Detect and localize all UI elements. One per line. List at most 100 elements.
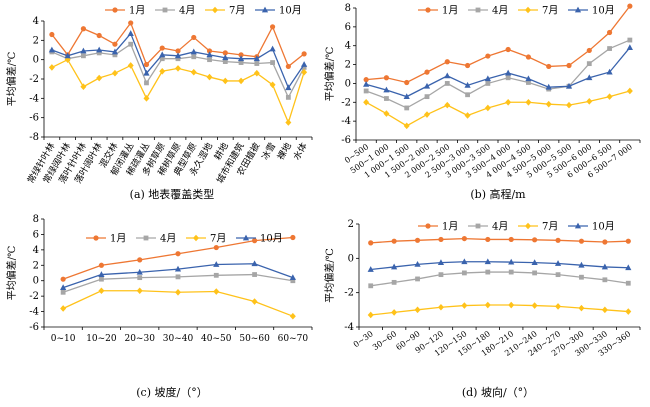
data-point-series-2 bbox=[579, 274, 584, 280]
panel-caption: (d) 坡向/（°） bbox=[462, 385, 534, 399]
data-point-series-2 bbox=[532, 270, 538, 276]
legend-label: 1月 bbox=[110, 233, 126, 245]
data-point-series-3 bbox=[424, 111, 430, 118]
data-point-series-4 bbox=[213, 261, 220, 267]
legend-swatch-marker bbox=[475, 7, 481, 13]
legend: 1月 4月 7月 10月 bbox=[418, 221, 615, 233]
legend-swatch-marker bbox=[574, 6, 582, 13]
data-point-series-1 bbox=[363, 77, 369, 83]
data-point-series-4 bbox=[190, 48, 197, 55]
data-point-series-4 bbox=[423, 82, 431, 89]
x-tick-label: 30~40 bbox=[163, 334, 194, 344]
data-point-series-1 bbox=[96, 32, 102, 39]
data-point-series-1 bbox=[206, 48, 213, 54]
y-tick-label: 0 bbox=[33, 276, 39, 287]
legend-swatch-marker bbox=[425, 223, 431, 229]
y-tick-label: -2 bbox=[29, 74, 39, 85]
data-point-series-4 bbox=[98, 271, 105, 277]
data-point-series-3 bbox=[484, 104, 491, 112]
data-point-series-2 bbox=[461, 270, 467, 276]
data-point-series-2 bbox=[60, 289, 66, 295]
data-point-series-3 bbox=[606, 93, 613, 100]
y-tick-label: 4 bbox=[33, 16, 39, 27]
data-point-series-2 bbox=[415, 276, 420, 282]
legend-label: 7月 bbox=[542, 221, 558, 233]
data-point-series-2 bbox=[222, 59, 228, 64]
y-tick-label: -2 bbox=[344, 288, 354, 299]
legend-swatch-marker bbox=[261, 6, 269, 13]
x-tick-label: 20~30 bbox=[124, 334, 155, 344]
data-point-series-4 bbox=[461, 258, 468, 265]
data-point-series-4 bbox=[48, 46, 55, 53]
data-point-series-2 bbox=[175, 56, 181, 62]
data-point-series-3 bbox=[444, 101, 451, 109]
data-point-series-3 bbox=[213, 288, 220, 295]
data-point-series-4 bbox=[484, 258, 491, 265]
data-point-series-1 bbox=[578, 238, 585, 244]
legend-swatch-marker bbox=[525, 222, 531, 230]
data-point-series-4 bbox=[626, 44, 633, 50]
legend-swatch-marker bbox=[425, 7, 431, 13]
data-point-series-2 bbox=[555, 272, 561, 278]
data-point-series-2 bbox=[270, 60, 275, 65]
data-point-series-3 bbox=[301, 68, 308, 76]
data-point-series-3 bbox=[403, 122, 410, 130]
data-point-series-3 bbox=[175, 288, 181, 296]
data-point-series-1 bbox=[508, 236, 514, 243]
data-point-series-4 bbox=[206, 51, 213, 58]
legend-swatch-marker bbox=[193, 234, 199, 242]
data-point-series-2 bbox=[607, 46, 612, 51]
legend-label: 1月 bbox=[442, 5, 458, 17]
data-point-series-2 bbox=[625, 280, 631, 286]
x-tick-label: 30~60 bbox=[371, 329, 398, 352]
data-point-series-1 bbox=[383, 75, 390, 81]
data-point-series-4 bbox=[565, 82, 573, 89]
data-point-series-1 bbox=[461, 235, 467, 242]
data-point-series-3 bbox=[626, 87, 633, 95]
data-point-series-3 bbox=[545, 100, 552, 108]
legend-swatch-marker bbox=[162, 7, 168, 13]
y-tick-label: 0 bbox=[348, 253, 354, 264]
data-point-series-3 bbox=[190, 68, 197, 76]
data-point-series-2 bbox=[144, 80, 149, 86]
data-point-series-1 bbox=[269, 24, 276, 30]
data-point-series-2 bbox=[128, 41, 134, 47]
data-point-series-3 bbox=[566, 101, 572, 109]
data-point-series-3 bbox=[531, 302, 538, 309]
data-point-series-2 bbox=[290, 278, 296, 284]
data-point-series-3 bbox=[159, 67, 166, 75]
data-point-series-3 bbox=[136, 287, 143, 295]
y-axis-label: 平均偏差/℃ bbox=[323, 248, 336, 303]
data-point-series-2 bbox=[159, 56, 165, 62]
legend-swatch-marker bbox=[525, 6, 531, 14]
y-tick-label: 4 bbox=[345, 41, 351, 52]
data-point-series-1 bbox=[627, 3, 633, 9]
data-point-series-4 bbox=[301, 61, 308, 67]
data-point-series-1 bbox=[532, 237, 538, 243]
data-point-series-3 bbox=[253, 69, 260, 77]
data-point-series-1 bbox=[159, 45, 165, 51]
y-tick-label: 6 bbox=[33, 229, 39, 240]
data-point-series-2 bbox=[363, 88, 369, 94]
y-tick-label: 8 bbox=[345, 3, 351, 14]
data-point-series-3 bbox=[625, 308, 632, 315]
data-point-series-4 bbox=[601, 263, 608, 270]
data-point-series-4 bbox=[222, 54, 229, 61]
data-point-series-2 bbox=[465, 92, 470, 98]
data-point-series-3 bbox=[414, 306, 421, 314]
data-point-series-1 bbox=[98, 262, 105, 268]
data-point-series-2 bbox=[137, 275, 143, 281]
y-tick-label: -4 bbox=[29, 93, 39, 104]
data-point-series-2 bbox=[438, 272, 444, 278]
x-tick-label: 裸地 bbox=[275, 141, 294, 163]
data-point-series-4 bbox=[578, 261, 585, 268]
data-point-series-3 bbox=[383, 110, 390, 117]
chart-panel-a: -8-6-4-2024平均偏差/℃常绿针叶林常绿阔叶林落叶针叶林落叶阔叶林混交林… bbox=[5, 5, 313, 201]
data-point-series-1 bbox=[60, 276, 66, 282]
y-tick-label: -8 bbox=[29, 132, 39, 143]
data-point-series-3 bbox=[143, 95, 150, 102]
data-point-series-4 bbox=[253, 55, 260, 62]
data-point-series-4 bbox=[127, 30, 134, 36]
